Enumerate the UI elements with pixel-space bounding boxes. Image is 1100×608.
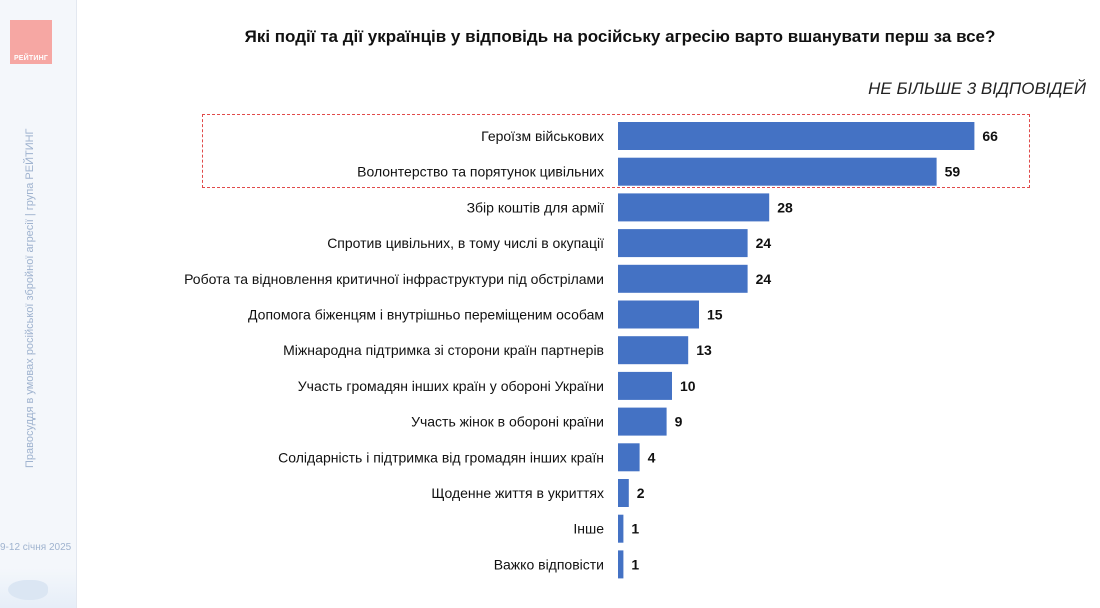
category-label: Інше	[573, 521, 604, 537]
chart-title: Які події та дії українців у відповідь н…	[244, 27, 996, 46]
category-label: Допомога біженцям і внутрішньо переміщен…	[248, 307, 604, 323]
value-label: 59	[945, 164, 961, 180]
category-label: Спротив цивільних, в тому числі в окупац…	[327, 235, 604, 251]
highlight-box	[202, 114, 1030, 188]
value-label: 10	[680, 378, 696, 394]
value-label: 1	[631, 521, 639, 537]
value-label: 66	[982, 128, 998, 144]
value-label: 24	[756, 271, 772, 287]
sidebar: РЕЙТИНГ Правосуддя в умовах російської з…	[0, 0, 77, 608]
category-label: Героїзм військових	[481, 128, 604, 144]
value-label: 9	[675, 414, 683, 430]
bar	[618, 443, 640, 472]
value-label: 15	[707, 307, 723, 323]
bar	[618, 264, 748, 293]
category-label: Участь громадян інших країн у обороні Ук…	[298, 378, 604, 394]
category-label: Важко відповісти	[494, 556, 604, 572]
bar	[618, 157, 937, 186]
bar	[618, 122, 975, 150]
bar	[618, 300, 699, 329]
bar	[618, 336, 689, 365]
value-label: 24	[756, 235, 772, 251]
value-label: 2	[637, 485, 645, 501]
survey-date: 9-12 січня 2025	[0, 542, 72, 553]
logo-text: РЕЙТИНГ	[13, 55, 49, 62]
bar	[618, 479, 629, 507]
chart-subtitle: НЕ БІЛЬШЕ 3 ВІДПОВІДЕЙ	[868, 79, 1086, 98]
value-label: 4	[648, 449, 656, 465]
value-label: 28	[777, 199, 793, 215]
bar	[618, 229, 748, 258]
value-label: 13	[696, 342, 712, 358]
bar	[618, 407, 667, 436]
map-decoration	[0, 568, 76, 608]
category-label: Щоденне життя в укриттях	[431, 485, 604, 501]
bar	[618, 514, 624, 543]
bar	[618, 193, 770, 222]
category-label: Солідарність і підтримка від громадян ін…	[278, 449, 604, 465]
bar	[618, 550, 624, 579]
category-label: Збір коштів для армії	[467, 199, 605, 215]
value-label: 1	[631, 556, 639, 572]
bar	[618, 371, 672, 400]
rating-logo: РЕЙТИНГ	[10, 20, 52, 64]
category-label: Робота та відновлення критичної інфрастр…	[184, 271, 604, 287]
category-label: Волонтерство та порятунок цивільних	[357, 164, 604, 180]
category-label: Участь жінок в обороні країни	[411, 414, 604, 430]
category-label: Міжнародна підтримка зі сторони країн па…	[283, 342, 604, 358]
